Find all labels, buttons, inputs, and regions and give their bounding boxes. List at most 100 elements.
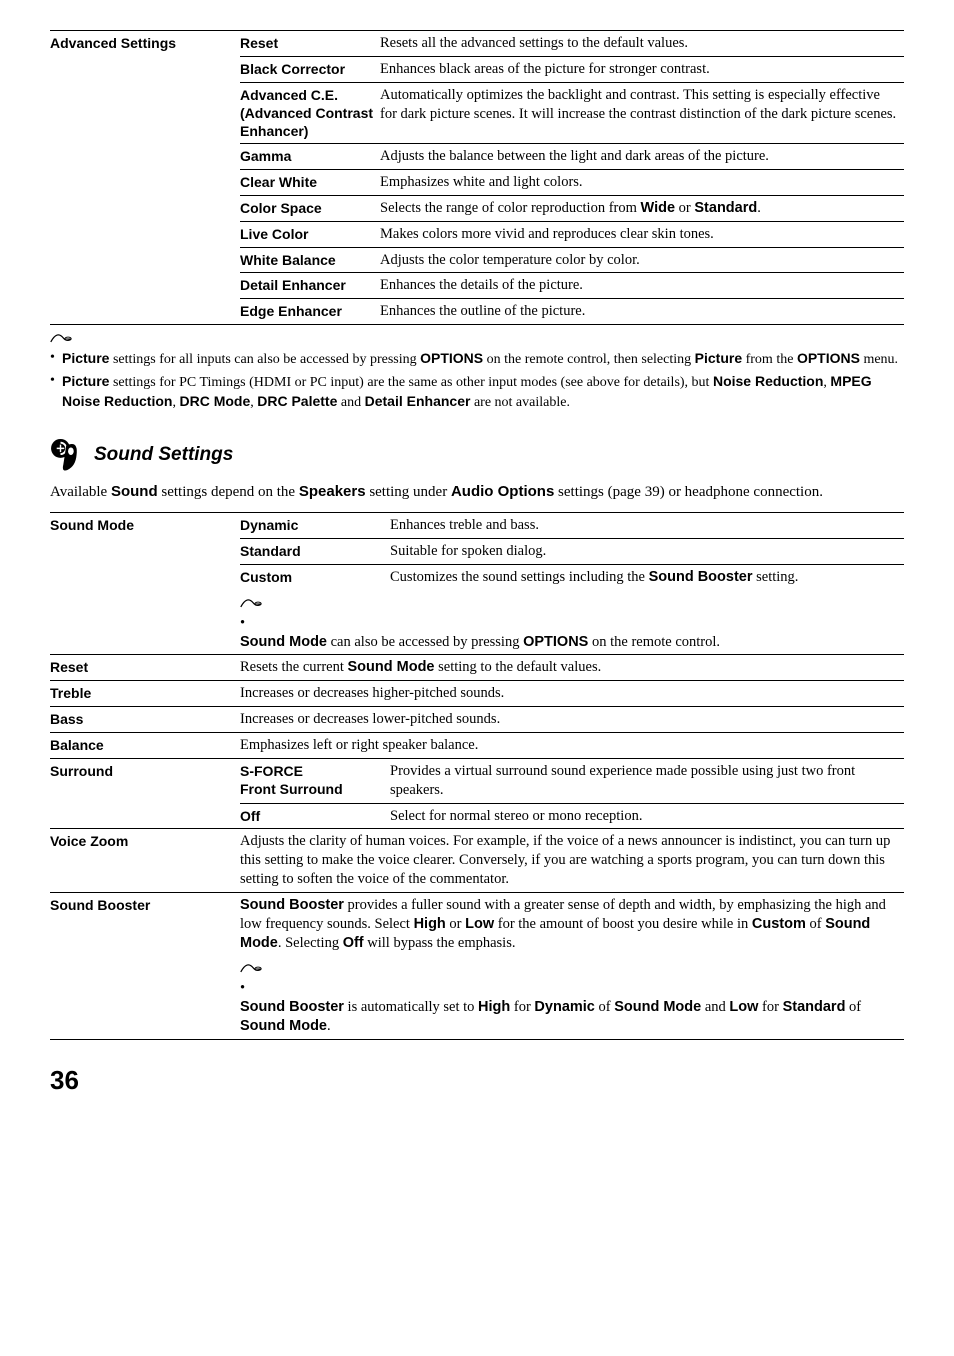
- advanced-notes: • Picture settings for all inputs can al…: [50, 349, 904, 412]
- an2-b6: Detail Enhancer: [365, 393, 471, 409]
- an2-m2: and: [337, 395, 364, 410]
- sbn-b1: Sound Booster: [240, 999, 344, 1015]
- sb-m3: for the amount of boost you desire while…: [494, 916, 752, 932]
- edge-enhancer-desc: Enhances the outline of the picture.: [380, 299, 904, 325]
- reset-desc: Resets all the advanced settings to the …: [380, 31, 904, 57]
- cs-b2: Standard: [694, 200, 757, 216]
- sforce-sub1: S-FORCE: [240, 763, 303, 779]
- sbn-b6: Standard: [783, 999, 846, 1015]
- custom-sub: Custom: [240, 565, 390, 590]
- rs-b1: Sound Mode: [348, 659, 435, 675]
- sbn-m3: of: [595, 999, 614, 1015]
- sb-m2: or: [446, 916, 465, 932]
- an2-b2: Noise Reduction: [713, 373, 823, 389]
- sound-booster-note: Sound Booster is automatically set to Hi…: [240, 998, 898, 1036]
- live-color-sub: Live Color: [240, 221, 380, 247]
- sound-settings-title: Sound Settings: [94, 443, 233, 468]
- cs-pre: Selects the range of color reproduction …: [380, 200, 641, 216]
- note-icon: [240, 961, 262, 975]
- si-m2: setting under: [366, 484, 451, 500]
- note-icon: [50, 331, 72, 345]
- smn-post: on the remote control.: [588, 634, 720, 650]
- rs-post: setting to the default values.: [435, 659, 602, 675]
- smn-b2: OPTIONS: [523, 634, 588, 650]
- standard-desc: Suitable for spoken dialog.: [390, 539, 904, 565]
- sbn-m4: and: [701, 999, 729, 1015]
- advanced-settings-table: Advanced Settings Reset Resets all the a…: [50, 30, 904, 325]
- black-corrector-desc: Enhances black areas of the picture for …: [380, 56, 904, 82]
- detail-enhancer-desc: Enhances the details of the picture.: [380, 273, 904, 299]
- black-corrector-sub: Black Corrector: [240, 56, 380, 82]
- sbn-b5: Low: [729, 999, 758, 1015]
- reset-desc: Resets the current Sound Mode setting to…: [240, 655, 904, 681]
- an1-b2: OPTIONS: [420, 350, 483, 366]
- sb-m5: . Selecting: [278, 935, 343, 951]
- smn-mid: can also be accessed by pressing: [327, 634, 523, 650]
- an1-b3: Picture: [695, 350, 742, 366]
- sb-p: will bypass the emphasis.: [364, 935, 516, 951]
- si-b2: Speakers: [299, 483, 366, 500]
- an1-b1: Picture: [62, 350, 109, 366]
- smn-b1: Sound Mode: [240, 634, 327, 650]
- an1-m1: settings for all inputs can also be acce…: [109, 352, 420, 367]
- standard-sub: Standard: [240, 539, 390, 565]
- gamma-sub: Gamma: [240, 144, 380, 170]
- note-icon: [240, 596, 262, 610]
- sound-settings-table: Sound Mode Dynamic Enhances treble and b…: [50, 512, 904, 1039]
- an2-b5: DRC Palette: [257, 393, 337, 409]
- sforce-sub: S-FORCE Front Surround: [240, 758, 390, 803]
- sbn-b2: High: [478, 999, 510, 1015]
- sforce-desc: Provides a virtual surround sound experi…: [390, 758, 904, 803]
- an2-b1: Picture: [62, 373, 109, 389]
- an1-m3: from the: [742, 352, 797, 367]
- sbn-m6: of: [845, 999, 861, 1015]
- bass-label: Bass: [50, 707, 240, 733]
- clear-white-desc: Emphasizes white and light colors.: [380, 170, 904, 196]
- voice-zoom-label: Voice Zoom: [50, 829, 240, 893]
- balance-desc: Emphasizes left or right speaker balance…: [240, 733, 904, 759]
- sb-b6: Off: [343, 935, 364, 951]
- reset-sub: Reset: [240, 31, 380, 57]
- custom-desc: Customizes the sound settings including …: [390, 565, 904, 590]
- rs-pre: Resets the current: [240, 659, 348, 675]
- an1-p: menu.: [860, 352, 898, 367]
- sbn-b3: Dynamic: [534, 999, 594, 1015]
- si-b3: Audio Options: [451, 483, 554, 500]
- cs-post: .: [757, 200, 761, 216]
- voice-zoom-desc: Adjusts the clarity of human voices. For…: [240, 829, 904, 893]
- si-b1: Sound: [111, 483, 158, 500]
- si-post: settings (page 39) or headphone connecti…: [554, 484, 823, 500]
- advanced-settings-label: Advanced Settings: [50, 31, 240, 325]
- sforce-sub2: Front Surround: [240, 781, 343, 797]
- sbn-b7: Sound Mode: [240, 1018, 327, 1034]
- balance-label: Balance: [50, 733, 240, 759]
- reset-label: Reset: [50, 655, 240, 681]
- sound-mode-note: Sound Mode can also be accessed by press…: [240, 633, 898, 652]
- advanced-ce-sub: Advanced C.E. (Advanced Contrast Enhance…: [240, 82, 380, 144]
- advanced-ce-desc: Automatically optimizes the backlight an…: [380, 82, 904, 144]
- sb-b4: Custom: [752, 916, 806, 932]
- sound-mode-label: Sound Mode: [50, 513, 240, 655]
- sbn-m1: is automatically set to: [344, 999, 478, 1015]
- an2-b4: DRC Mode: [179, 393, 250, 409]
- sound-mode-note-row: • Sound Mode can also be accessed by pre…: [240, 590, 904, 655]
- sbn-m5: for: [758, 999, 782, 1015]
- treble-label: Treble: [50, 681, 240, 707]
- off-desc: Select for normal stereo or mono recepti…: [390, 803, 904, 829]
- si-m1: settings depend on the: [158, 484, 299, 500]
- si-pre: Available: [50, 484, 111, 500]
- dynamic-sub: Dynamic: [240, 513, 390, 539]
- dynamic-desc: Enhances treble and bass.: [390, 513, 904, 539]
- white-balance-sub: White Balance: [240, 247, 380, 273]
- off-sub: Off: [240, 803, 390, 829]
- advanced-note-2: Picture settings for PC Timings (HDMI or…: [62, 372, 904, 412]
- sbn-p: .: [327, 1018, 331, 1034]
- edge-enhancer-sub: Edge Enhancer: [240, 299, 380, 325]
- bass-desc: Increases or decreases lower-pitched sou…: [240, 707, 904, 733]
- treble-desc: Increases or decreases higher-pitched so…: [240, 681, 904, 707]
- an2-m1: settings for PC Timings (HDMI or PC inpu…: [109, 375, 712, 390]
- clear-white-sub: Clear White: [240, 170, 380, 196]
- sound-booster-note-row: • Sound Booster is automatically set to …: [240, 955, 904, 1039]
- an2-p: are not available.: [470, 395, 570, 410]
- cu-b1: Sound Booster: [649, 569, 753, 585]
